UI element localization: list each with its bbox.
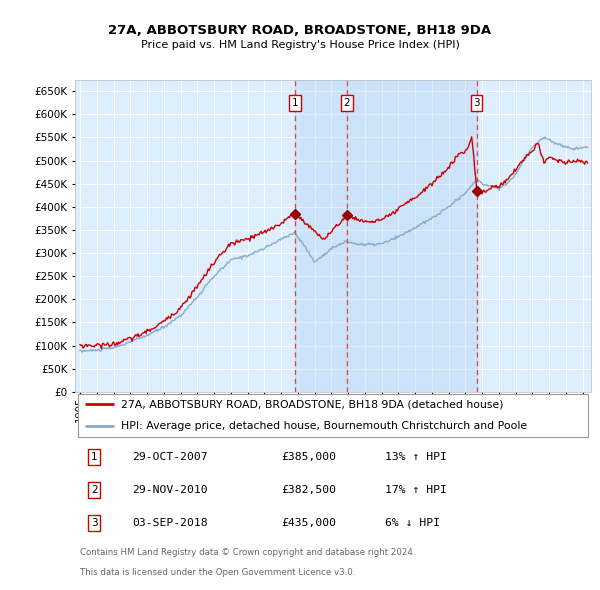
Text: 3: 3	[473, 98, 480, 108]
Text: £385,000: £385,000	[281, 452, 337, 462]
Text: 2: 2	[343, 98, 350, 108]
Text: This data is licensed under the Open Government Licence v3.0.: This data is licensed under the Open Gov…	[80, 568, 356, 578]
Text: 03-SEP-2018: 03-SEP-2018	[132, 517, 208, 527]
Bar	[347, 80, 476, 392]
Bar	[295, 80, 347, 392]
Text: HPI: Average price, detached house, Bournemouth Christchurch and Poole: HPI: Average price, detached house, Bour…	[121, 421, 527, 431]
Text: Price paid vs. HM Land Registry's House Price Index (HPI): Price paid vs. HM Land Registry's House …	[140, 40, 460, 50]
Text: 1: 1	[91, 452, 97, 462]
Text: £435,000: £435,000	[281, 517, 337, 527]
Text: Contains HM Land Registry data © Crown copyright and database right 2024.: Contains HM Land Registry data © Crown c…	[80, 548, 416, 557]
Text: 1: 1	[292, 98, 298, 108]
Text: 2: 2	[91, 485, 97, 495]
Text: 29-NOV-2010: 29-NOV-2010	[132, 485, 208, 495]
Text: £382,500: £382,500	[281, 485, 337, 495]
Text: 29-OCT-2007: 29-OCT-2007	[132, 452, 208, 462]
Text: 6% ↓ HPI: 6% ↓ HPI	[385, 517, 440, 527]
FancyBboxPatch shape	[77, 394, 589, 437]
Text: 27A, ABBOTSBURY ROAD, BROADSTONE, BH18 9DA (detached house): 27A, ABBOTSBURY ROAD, BROADSTONE, BH18 9…	[121, 399, 504, 409]
Text: 27A, ABBOTSBURY ROAD, BROADSTONE, BH18 9DA: 27A, ABBOTSBURY ROAD, BROADSTONE, BH18 9…	[109, 24, 491, 37]
Text: 13% ↑ HPI: 13% ↑ HPI	[385, 452, 446, 462]
Text: 17% ↑ HPI: 17% ↑ HPI	[385, 485, 446, 495]
Text: 3: 3	[91, 517, 97, 527]
